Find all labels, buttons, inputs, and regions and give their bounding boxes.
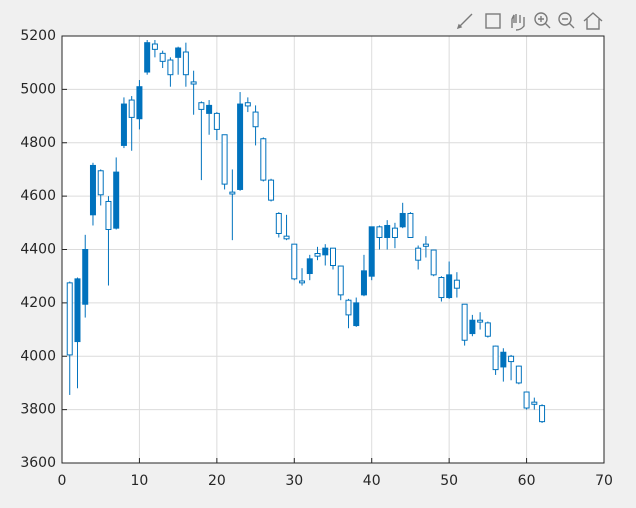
candle-body	[438, 277, 445, 299]
candle-body	[105, 200, 112, 230]
candle-body	[531, 401, 538, 405]
y-tick-label: 3800	[20, 402, 56, 418]
candle-body	[430, 249, 437, 276]
candle-body	[508, 355, 515, 363]
candle-body	[515, 365, 522, 384]
y-tick-label: 3600	[20, 455, 56, 471]
x-tick-label: 40	[363, 473, 381, 489]
x-tick-label: 30	[285, 473, 303, 489]
candle-body	[376, 226, 383, 238]
y-tick-label: 4800	[20, 135, 56, 151]
candle-body	[260, 138, 267, 181]
candle-body	[407, 212, 414, 238]
candle-body	[299, 280, 306, 284]
y-tick-label: 4400	[20, 242, 56, 258]
x-tick-label: 50	[440, 473, 458, 489]
candle-body	[391, 227, 398, 238]
candle-body	[446, 274, 453, 299]
y-tick-label: 5000	[20, 81, 56, 97]
axes-box	[61, 35, 605, 464]
candle-body	[74, 278, 81, 343]
candle-body	[353, 302, 360, 327]
candle-body	[89, 164, 96, 216]
candle-body	[314, 253, 321, 257]
candle-body	[244, 102, 251, 107]
candle-body	[136, 86, 143, 120]
zoom-in-glyph[interactable]	[538, 16, 551, 29]
candle-body	[330, 247, 336, 267]
candle-body	[159, 52, 166, 62]
candle-body	[182, 51, 189, 76]
candle-body	[384, 224, 391, 238]
candle-body	[306, 258, 313, 275]
candle-body	[82, 249, 89, 305]
candle-body	[368, 226, 375, 277]
candle-body	[268, 179, 275, 201]
candle-body	[252, 111, 259, 128]
candle-body	[221, 134, 228, 185]
candle-body	[97, 170, 104, 196]
candle-body	[399, 212, 406, 228]
candle-body	[461, 303, 468, 341]
candles	[66, 40, 546, 423]
pan-icon[interactable]	[511, 14, 525, 31]
zoom-out-icon[interactable]	[558, 12, 572, 26]
candle-body	[113, 171, 120, 229]
candle-body	[128, 99, 135, 118]
candle-body	[345, 299, 352, 316]
candle-body	[477, 319, 484, 323]
candle-body	[206, 104, 213, 114]
candle-body	[523, 391, 530, 409]
candle-body	[360, 270, 367, 296]
candle-body	[322, 247, 329, 256]
candle-body	[144, 42, 151, 73]
candle-body	[275, 212, 282, 234]
x-tick-label: 20	[208, 473, 226, 489]
candle-body	[167, 59, 174, 76]
candle-body	[337, 265, 344, 296]
candle-body	[120, 103, 127, 146]
datatip-icon[interactable]	[485, 13, 501, 29]
x-tick-label: 70	[595, 473, 613, 489]
candle-body	[151, 43, 158, 50]
y-tick-label: 4200	[20, 295, 56, 311]
candle-body	[291, 243, 298, 280]
candle-body	[175, 47, 182, 58]
home-icon[interactable]	[583, 12, 603, 30]
candle-body	[237, 103, 244, 190]
zoom-in-icon[interactable]	[534, 12, 548, 26]
y-tick-label: 5200	[20, 28, 56, 44]
y-tick-label: 4000	[20, 348, 56, 364]
zoom-out-glyph[interactable]	[562, 18, 575, 29]
candle-body	[484, 322, 491, 337]
candle-body	[539, 405, 546, 423]
x-tick-label: 10	[131, 473, 149, 489]
x-tick-label: 0	[58, 473, 67, 489]
candle-body	[213, 112, 220, 130]
x-tick-label: 60	[518, 473, 536, 489]
candle-body	[492, 345, 499, 371]
candle-body	[66, 282, 73, 356]
candle-body	[190, 81, 197, 85]
candle-body	[283, 235, 290, 240]
candle-body	[415, 247, 422, 261]
toolbar[interactable]	[456, 12, 603, 31]
candle-body	[453, 279, 460, 289]
candle-body	[469, 319, 476, 335]
y-tick-label: 4600	[20, 188, 56, 204]
candle-body	[500, 351, 507, 368]
candle-body	[198, 102, 205, 110]
candle-body	[422, 243, 429, 247]
brush-icon[interactable]	[456, 13, 473, 30]
candle-body	[229, 191, 236, 195]
tick-labels: 0 10 20 30 40 50 60 70 3600 3800 4000 4200 4400 4600 4…	[20, 28, 613, 489]
